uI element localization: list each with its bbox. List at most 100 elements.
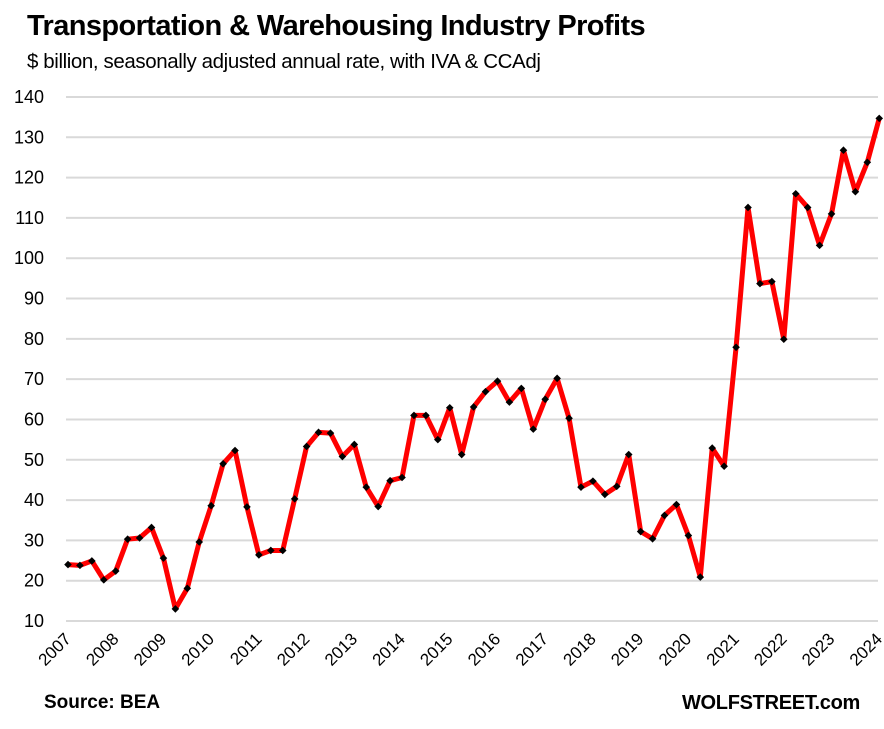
x-tick-label: 2013 [321,629,361,669]
y-tick-label: 100 [14,248,44,268]
x-tick-label: 2014 [369,629,409,669]
data-point-marker [660,511,669,520]
data-point-marker [553,374,561,383]
data-point-marker [577,483,585,491]
data-point-marker [302,442,311,451]
x-tick-label: 2022 [750,629,790,669]
data-point-marker [243,503,251,511]
data-point-marker [469,403,478,411]
y-tick-label: 10 [24,611,44,631]
data-point-marker [803,203,812,212]
data-point-marker [267,546,275,555]
data-point-marker [481,387,490,396]
y-tick-label: 50 [24,450,44,470]
data-point-marker [99,576,108,584]
data-point-marker [851,187,860,196]
x-tick-label: 2024 [846,629,884,669]
data-point-marker [64,560,72,569]
x-tick-label: 2012 [273,629,313,669]
data-point-marker [541,395,549,404]
data-point-marker [314,428,323,437]
data-point-marker [278,546,287,555]
y-tick-label: 110 [15,208,44,228]
x-tick-label: 2021 [703,629,743,669]
x-tick-label: 2017 [512,629,552,669]
x-tick-label: 2016 [464,629,504,669]
data-point-marker [601,490,609,499]
data-point-marker [780,335,788,344]
y-tick-label: 120 [14,168,44,188]
data-point-marker [111,567,120,575]
y-axis-ticks: 10 20 30 40 50 60 70 80 90 100 110 120 130 140 [14,87,44,631]
data-point-marker [839,146,848,155]
data-point-marker [398,473,406,482]
x-tick-label: 2023 [798,629,838,669]
y-tick-label: 80 [24,329,44,349]
data-point-marker [410,411,418,420]
data-point-marker [434,435,442,444]
data-point-marker [756,279,764,288]
y-tick-label: 30 [24,530,44,550]
data-point-marker [171,605,180,613]
data-point-marker [76,561,84,570]
data-point-marker [827,210,836,218]
data-point-marker [863,158,872,167]
data-point-marker [768,277,776,286]
data-point-marker [684,531,693,540]
chart-title: Transportation & Warehousing Industry Pr… [27,10,646,42]
data-point-marker [696,573,705,581]
source-label: Source: BEA [44,692,161,713]
data-point-marker [744,203,752,212]
data-point-marker [708,444,717,452]
x-tick-label: 2011 [226,629,265,668]
data-point-marker [791,189,800,198]
x-tick-label: 2009 [130,629,170,669]
chart-subtitle: $ billion, seasonally adjusted annual ra… [27,50,541,73]
data-point-marker [219,460,227,468]
data-point-marker [720,462,728,471]
data-point-marker [732,343,740,352]
data-point-marker [231,446,239,455]
data-point-marker [457,450,466,459]
x-tick-label: 2008 [82,629,122,669]
data-point-marker [362,483,371,491]
data-point-marker [505,398,514,406]
series-markers [64,114,884,613]
y-tick-label: 140 [14,87,44,107]
y-tick-label: 130 [14,127,44,147]
data-point-marker [338,452,347,461]
data-point-marker [123,535,132,543]
x-axis-ticks: 2007 2008 2009 2010 2011 2012 2013 2014 2015 2016… [35,629,884,669]
data-point-marker [565,414,573,423]
data-point-marker [529,425,538,433]
data-point-marker [183,584,192,593]
y-tick-label: 60 [24,409,44,429]
data-point-marker [612,482,621,491]
data-point-marker [207,501,215,510]
x-tick-label: 2019 [607,629,647,669]
data-point-marker [445,403,454,412]
brand-label: WOLFSTREET.com [681,692,860,714]
data-point-marker [147,523,156,532]
data-point-marker [374,502,382,511]
data-point-marker [517,384,526,393]
data-point-marker [159,554,168,562]
y-tick-label: 20 [24,571,44,591]
x-tick-label: 2020 [655,629,695,669]
data-point-marker [875,114,884,123]
data-point-marker [624,450,633,459]
x-tick-label: 2007 [35,629,75,669]
data-point-marker [422,411,430,420]
data-point-marker [589,477,597,485]
data-point-marker [386,476,394,485]
x-tick-label: 2018 [560,629,600,669]
y-tick-label: 70 [24,369,44,389]
gridlines [66,96,878,622]
data-point-marker [88,557,96,565]
data-point-marker [350,440,359,449]
x-tick-label: 2010 [178,629,218,669]
data-point-marker [493,377,502,385]
data-point-marker [815,241,824,250]
data-point-marker [255,551,263,559]
